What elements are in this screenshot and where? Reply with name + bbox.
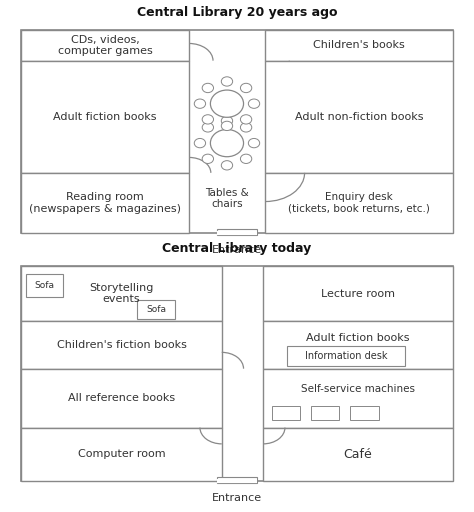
Text: Adult non-fiction books: Adult non-fiction books	[295, 112, 423, 122]
Circle shape	[240, 83, 252, 93]
Circle shape	[202, 115, 213, 124]
Bar	[21, 369, 222, 428]
Circle shape	[221, 121, 233, 131]
Circle shape	[210, 90, 244, 117]
Bar	[137, 300, 175, 318]
Bar	[21, 30, 189, 60]
Bar	[21, 173, 189, 232]
Text: All reference books: All reference books	[68, 393, 175, 403]
Circle shape	[202, 154, 213, 163]
Circle shape	[240, 123, 252, 132]
Circle shape	[221, 116, 233, 125]
Bar	[217, 229, 257, 234]
Text: Enquiry desk
(tickets, book returns, etc.): Enquiry desk (tickets, book returns, etc…	[288, 192, 430, 214]
Circle shape	[194, 138, 206, 148]
Circle shape	[240, 115, 252, 124]
Text: Lecture room: Lecture room	[321, 289, 395, 298]
Bar	[272, 406, 300, 420]
Bar	[287, 346, 405, 366]
Bar	[311, 406, 339, 420]
Title: Central Library 20 years ago: Central Library 20 years ago	[137, 6, 337, 19]
Bar	[265, 173, 453, 232]
Text: Café: Café	[344, 447, 373, 461]
Text: Entrance: Entrance	[212, 245, 262, 254]
Circle shape	[194, 99, 206, 109]
Text: Tables &
chairs: Tables & chairs	[205, 188, 249, 209]
Text: Adult fiction books: Adult fiction books	[306, 333, 410, 343]
Circle shape	[202, 83, 213, 93]
Text: Sofa: Sofa	[146, 305, 166, 313]
Text: Information desk: Information desk	[305, 351, 387, 361]
Bar	[263, 266, 453, 321]
Bar	[263, 321, 453, 369]
Bar	[21, 321, 222, 369]
Text: Adult fiction books: Adult fiction books	[54, 112, 157, 122]
Circle shape	[221, 161, 233, 170]
Bar	[217, 477, 257, 483]
Text: Children's fiction books: Children's fiction books	[56, 340, 186, 350]
Text: Computer room: Computer room	[78, 449, 165, 459]
Text: Reading room
(newspapers & magazines): Reading room (newspapers & magazines)	[29, 192, 181, 214]
Bar	[265, 60, 453, 173]
Bar	[350, 406, 379, 420]
Bar	[265, 30, 453, 60]
Circle shape	[210, 130, 244, 157]
Circle shape	[248, 99, 260, 109]
Bar	[21, 428, 222, 481]
Title: Central Library today: Central Library today	[163, 242, 311, 254]
Bar	[26, 274, 63, 296]
Bar	[21, 60, 189, 173]
Text: Children's books: Children's books	[313, 40, 405, 51]
Circle shape	[240, 154, 252, 163]
Text: Self-service machines: Self-service machines	[301, 383, 415, 394]
Circle shape	[248, 138, 260, 148]
Text: CDs, videos,
computer games: CDs, videos, computer games	[58, 35, 153, 56]
Bar	[263, 369, 453, 428]
Circle shape	[202, 123, 213, 132]
Bar	[21, 266, 222, 321]
Circle shape	[221, 77, 233, 86]
Text: Entrance: Entrance	[212, 493, 262, 503]
Text: Storytelling
events: Storytelling events	[89, 283, 154, 305]
Bar	[263, 428, 453, 481]
Text: Sofa: Sofa	[34, 281, 54, 290]
